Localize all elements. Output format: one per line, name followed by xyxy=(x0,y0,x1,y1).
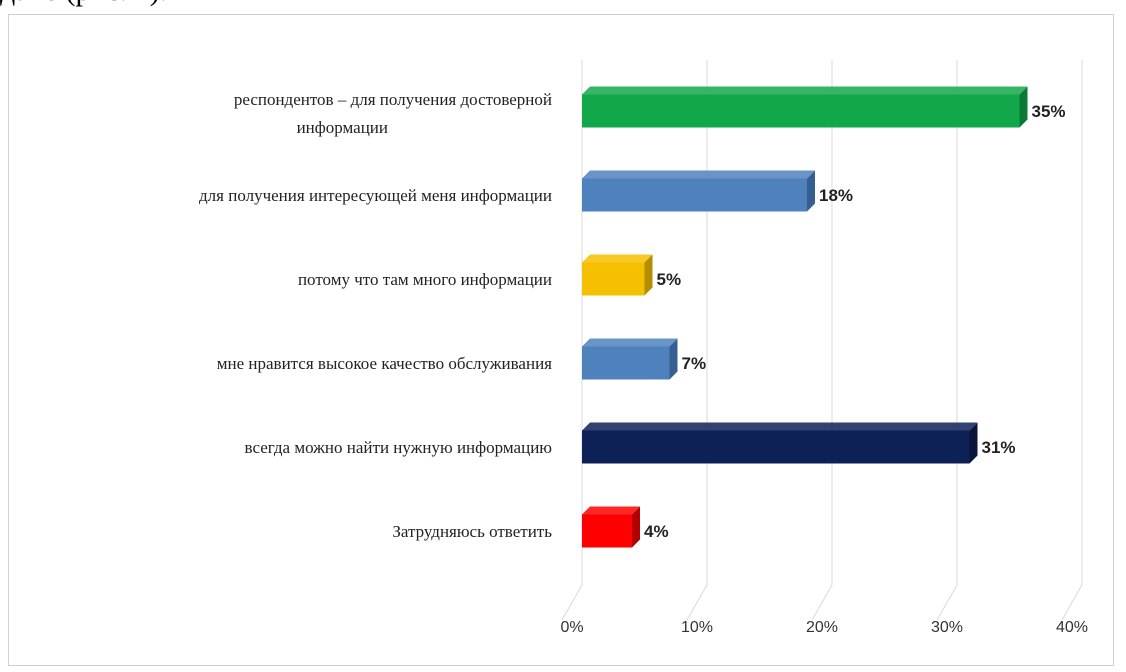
grid-floor-line xyxy=(686,584,708,621)
x-tick-label: 10% xyxy=(681,619,713,636)
bar-value-label: 18% xyxy=(819,186,853,205)
bar xyxy=(582,514,632,548)
bar-value-label: 7% xyxy=(682,354,707,373)
grid-floor-line xyxy=(936,584,958,621)
category-label: Затрудняюсь ответить xyxy=(392,522,552,541)
bar-value-label: 31% xyxy=(982,438,1016,457)
bar-side-face xyxy=(1019,86,1028,128)
x-tick-label: 20% xyxy=(806,619,838,636)
bar-value-label: 4% xyxy=(644,522,669,541)
bar xyxy=(582,262,645,296)
category-label: мне нравится высокое качество обслуживан… xyxy=(217,354,552,373)
bar-top-face xyxy=(582,338,678,347)
x-tick-label: 0% xyxy=(560,619,583,636)
bar-value-label: 5% xyxy=(657,270,682,289)
x-tick-label: 40% xyxy=(1056,619,1088,636)
bar-top-face xyxy=(582,86,1028,95)
category-label: для получения интересующей меня информац… xyxy=(199,186,552,205)
bar-side-face xyxy=(644,254,653,296)
bar-side-face xyxy=(969,422,978,464)
bar-top-face xyxy=(582,422,978,431)
category-label: потому что там много информации xyxy=(298,270,552,289)
bar-top-face xyxy=(582,170,815,179)
bar-value-label: 35% xyxy=(1032,102,1066,121)
bar xyxy=(582,346,670,380)
bar-side-face xyxy=(807,170,815,212)
bar xyxy=(582,178,807,212)
bar-side-face xyxy=(632,506,640,548)
grid-floor-line xyxy=(811,584,833,621)
bar-top-face xyxy=(582,254,653,263)
x-tick-label: 30% xyxy=(931,619,963,636)
bar xyxy=(582,430,970,464)
grid-floor-line xyxy=(561,584,583,621)
intro-text-fragment: дане (рис. 1). xyxy=(0,0,167,8)
category-label: респондентов – для получения достоверной… xyxy=(234,90,552,137)
bar xyxy=(582,94,1020,128)
bar-side-face xyxy=(669,338,678,380)
grid-floor-line xyxy=(1061,584,1083,621)
category-label: всегда можно найти нужную информацию xyxy=(245,438,553,457)
bar-top-face xyxy=(582,506,640,515)
